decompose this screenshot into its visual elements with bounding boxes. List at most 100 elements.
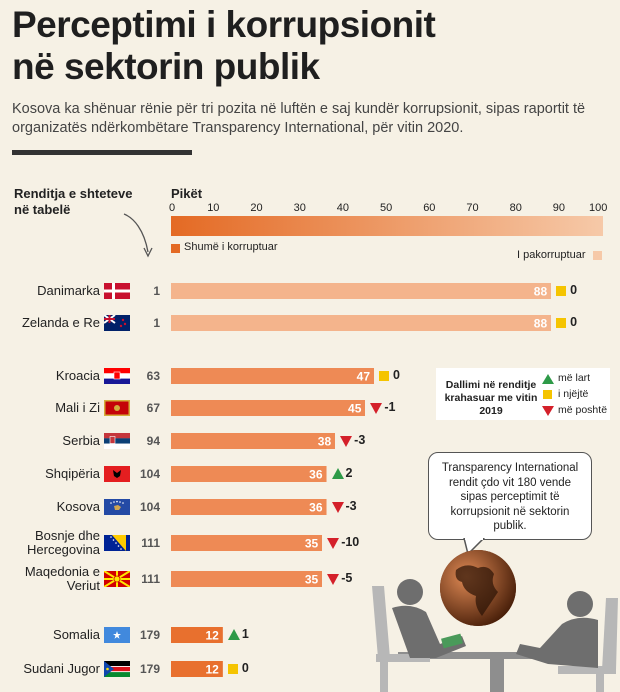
country-label: Mali i Zi (55, 400, 100, 415)
triangle-down-icon (340, 436, 353, 447)
rank-value: 63 (146, 369, 160, 383)
bar-rect (171, 433, 336, 449)
bar: 36 (171, 466, 327, 482)
triangle-down-icon (370, 403, 383, 414)
bar-rect (171, 535, 323, 551)
bar: 47 (171, 368, 375, 384)
tick-label: 30 (293, 202, 306, 214)
scale-high-swatch (593, 251, 602, 260)
bar: 12 (171, 661, 223, 677)
flag-me-icon (104, 400, 130, 416)
flag-hr-icon (104, 368, 130, 384)
triangle-down-icon (331, 502, 344, 513)
scale-high-label: I pakorruptuar (517, 249, 586, 261)
rank-change-value: 0 (570, 315, 578, 329)
square-icon (556, 318, 567, 328)
country-label: Danimarka (37, 283, 100, 298)
bar: 12 (171, 627, 223, 643)
title-rule (12, 150, 192, 155)
rank-change-value: 2 (345, 466, 353, 480)
square-icon (379, 371, 390, 381)
flag-ss-icon (104, 661, 130, 677)
flag-nz-icon (103, 314, 130, 331)
bar-value-label: 47 (357, 370, 371, 384)
page-title: Perceptimi i korrupsionit në sektorin pu… (12, 4, 436, 87)
bar-rect (171, 627, 223, 643)
tick-label: 10 (207, 202, 220, 214)
bar-value-label: 36 (309, 501, 323, 515)
tick-label: 90 (552, 202, 566, 214)
info-bubble: Transparency International rendit çdo vi… (428, 452, 592, 540)
country-label: Sudani Jugor (23, 661, 100, 676)
bar: 88 (171, 283, 552, 299)
bar-rect (171, 571, 323, 587)
flag-rs-icon (104, 433, 130, 449)
rank-change-value: 0 (570, 283, 578, 297)
rank-change-value: 0 (393, 368, 400, 382)
country-label: Maqedonia e Veriut (24, 564, 100, 593)
rank-value: 1 (153, 316, 160, 330)
rank-change-value: 0 (241, 661, 249, 675)
bar: 36 (171, 499, 327, 515)
bar-rect (171, 283, 552, 299)
rank-value: 111 (141, 536, 160, 550)
tick-label: 20 (250, 202, 263, 214)
bar-rect (171, 466, 327, 482)
bar-rect (171, 400, 366, 416)
country-label: Shqipëria (45, 466, 100, 481)
country-label: Bosnje dhe Hercegovina (27, 528, 100, 557)
people-globe-illustration (372, 550, 618, 692)
rank-arrow-icon (123, 213, 153, 258)
flag-mk-icon (103, 570, 131, 588)
tick-label: 80 (509, 202, 522, 214)
rank-value: 94 (146, 434, 160, 448)
rank-value: 104 (139, 467, 160, 481)
triangle-up-icon (542, 374, 554, 384)
bar: 35 (171, 535, 323, 551)
rank-change-value: -1 (384, 400, 396, 414)
points-header: Pikët (171, 186, 203, 201)
country-label: Serbia (62, 433, 100, 448)
square-icon (227, 664, 238, 674)
tick-label: 0 (169, 202, 176, 214)
square-icon (556, 286, 567, 296)
scale-gradient (171, 216, 603, 236)
bar-value-label: 35 (305, 573, 319, 587)
bar-value-label: 35 (305, 537, 319, 551)
country-label: Somalia (53, 627, 100, 642)
triangle-down-icon (542, 406, 554, 416)
triangle-up-icon (331, 468, 344, 479)
rank-value: 179 (139, 662, 160, 676)
bar-rect (171, 315, 552, 331)
legend-title: Dallimi në renditje krahasuar me vitin 2… (444, 379, 538, 417)
rank-value: 67 (146, 401, 160, 415)
bar-value-label: 88 (534, 285, 548, 299)
country-label: Kosova (56, 499, 100, 514)
tick-label: 50 (380, 202, 393, 214)
legend-down-label: më poshtë (558, 404, 608, 416)
rank-change-value: -3 (354, 433, 366, 447)
bar-rect (171, 499, 327, 515)
rank-value: 104 (139, 500, 160, 514)
bar-value-label: 12 (205, 663, 219, 677)
bubble-tail-icon (463, 538, 486, 556)
flag-al-icon (104, 466, 130, 482)
rank-value: 179 (139, 628, 160, 642)
bar: 38 (171, 433, 336, 449)
bar: 45 (171, 400, 366, 416)
bar-value-label: 12 (205, 629, 219, 643)
country-label: Zelanda e Re (21, 315, 100, 330)
page-subtitle: Kosova ka shënuar rënie për tri pozita n… (12, 101, 586, 136)
rank-header: Renditja e shteteve në tabelë (14, 186, 133, 217)
flag-dk-icon (104, 283, 130, 299)
square-icon (543, 390, 552, 399)
bar-value-label: 36 (309, 468, 323, 482)
country-label: Kroacia (55, 368, 100, 383)
bar-value-label: 38 (318, 435, 332, 449)
legend-up-label: më lart (558, 372, 591, 384)
rank-change-value: 1 (241, 627, 249, 641)
bar: 35 (171, 571, 323, 587)
rank-change-value: -5 (341, 571, 353, 585)
change-legend: Dallimi në renditje krahasuar me vitin 2… (436, 368, 610, 420)
scale-low-swatch (171, 244, 180, 253)
